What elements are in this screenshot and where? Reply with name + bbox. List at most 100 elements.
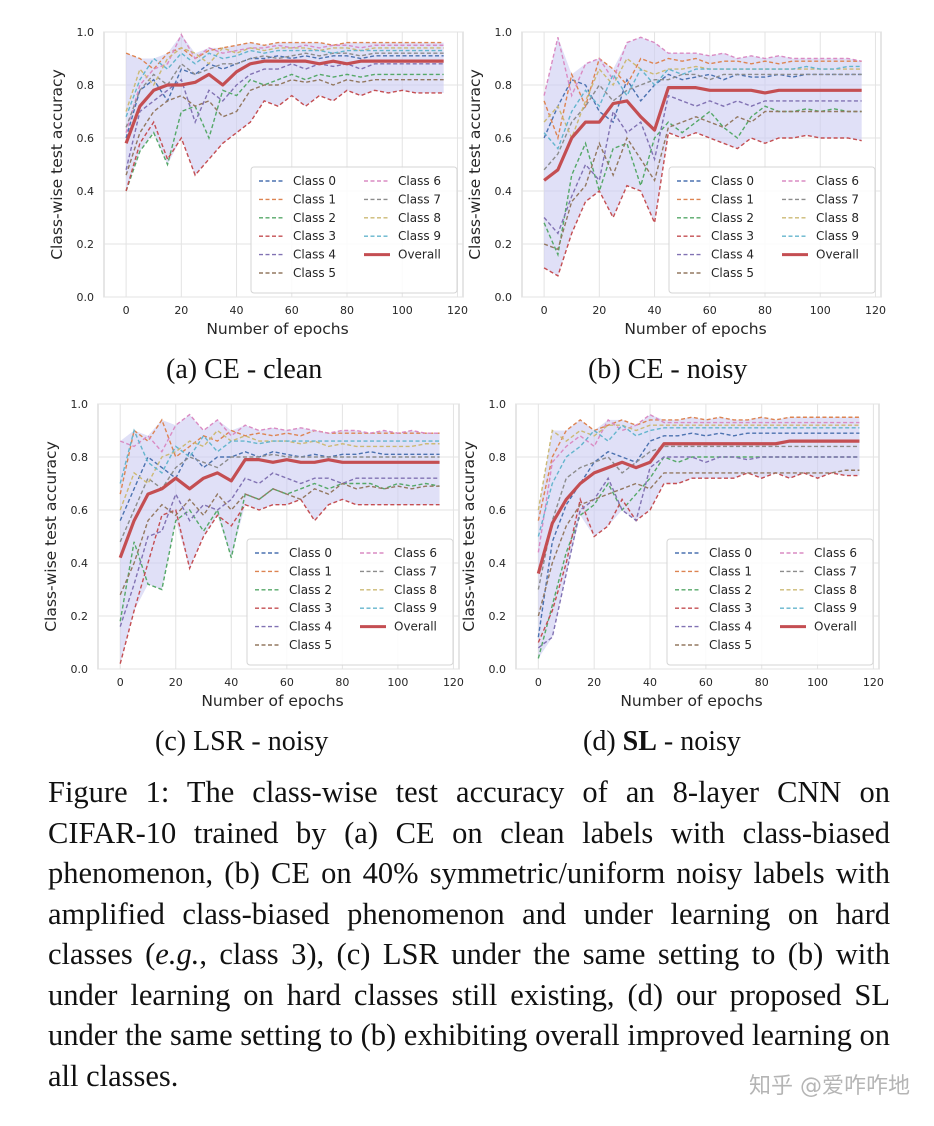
class-spread-band xyxy=(538,414,860,659)
x-tick-label: 0 xyxy=(541,304,548,317)
series-line-class-4 xyxy=(125,63,444,170)
x-tick-label: 80 xyxy=(758,304,772,317)
legend-label-8: Class 8 xyxy=(814,583,857,597)
legend-label-5: Class 5 xyxy=(289,638,332,652)
series-line-class-6 xyxy=(543,36,862,98)
series-line-overall xyxy=(124,59,444,144)
legend-label-0: Class 0 xyxy=(709,546,752,560)
series-line-class-8 xyxy=(543,57,862,140)
x-tick-label: 60 xyxy=(699,676,713,689)
y-axis-label: Class-wise test accuracy xyxy=(48,69,66,260)
series-line-class-2 xyxy=(543,105,862,258)
legend-label-9: Class 9 xyxy=(814,601,857,615)
legend-label-10: Overall xyxy=(398,248,441,262)
series-line-class-4 xyxy=(543,94,862,235)
series-line-overall xyxy=(543,86,862,182)
x-tick-label: 80 xyxy=(340,304,354,317)
x-tick-label: 20 xyxy=(174,304,188,317)
legend-label-3: Class 3 xyxy=(289,601,332,615)
series-line-class-3 xyxy=(537,472,860,643)
x-tick-label: 120 xyxy=(865,304,886,317)
y-tick-label: 0.6 xyxy=(495,132,513,145)
watermark: 知乎 @爱咋咋地 xyxy=(749,1074,910,1099)
legend-label-6: Class 6 xyxy=(816,174,859,188)
subcaption-b-prefix: (b) xyxy=(588,354,628,385)
series-line-class-0 xyxy=(119,450,440,521)
y-tick-label: 0.8 xyxy=(71,451,89,464)
y-tick-label: 0.2 xyxy=(489,610,507,623)
y-tick-label: 0.0 xyxy=(495,291,513,304)
legend-box xyxy=(666,538,874,666)
series-line-class-7 xyxy=(125,52,444,128)
x-tick-label: 120 xyxy=(447,304,468,317)
subcaption-b: (b) CE - noisy xyxy=(588,354,747,386)
y-tick-label: 0.4 xyxy=(71,557,89,570)
legend-label-7: Class 7 xyxy=(398,192,441,206)
series-line-class-3 xyxy=(543,131,862,277)
chart-panel-c: 0 20 40 60 80 100 120 0.0 0.2 0.4 0.6 0.8 1.0 Number … xyxy=(42,398,464,710)
chart-panel-b: 0 20 40 60 80 100 120 0.0 0.2 0.4 0.6 0.8 1.0 Number … xyxy=(466,26,886,338)
x-tick-label: 0 xyxy=(535,676,542,689)
chart-panel-a: 0 20 40 60 80 100 120 0.0 0.2 0.4 0.6 0.8 1.0 Number … xyxy=(48,26,468,338)
series-line-class-2 xyxy=(125,73,444,192)
legend-label-1: Class 1 xyxy=(289,564,332,578)
legend-label-2: Class 2 xyxy=(289,583,332,597)
x-tick-label: 40 xyxy=(643,676,657,689)
series-line-class-7 xyxy=(537,445,860,590)
legend-label-6: Class 6 xyxy=(394,546,437,560)
legend-label-5: Class 5 xyxy=(711,266,754,280)
series-line-class-6 xyxy=(537,413,860,553)
subcaption-c: (c) LSR - noisy xyxy=(155,726,328,758)
x-axis-label: Number of epochs xyxy=(206,320,348,338)
series-line-class-6 xyxy=(119,413,440,453)
legend-label-1: Class 1 xyxy=(711,192,754,206)
legend-label-6: Class 6 xyxy=(814,546,857,560)
y-tick-label: 1.0 xyxy=(77,26,95,39)
series-line-class-0 xyxy=(537,432,860,638)
class-spread-band xyxy=(544,37,862,276)
series-line-class-1 xyxy=(537,416,860,521)
series-line-class-1 xyxy=(125,41,444,71)
subcaption-d-bold: SL xyxy=(622,726,657,757)
series-line-class-7 xyxy=(543,73,862,171)
y-axis-label: Class-wise test accuracy xyxy=(460,441,478,632)
class-spread-band xyxy=(120,414,440,664)
x-tick-label: 20 xyxy=(169,676,183,689)
x-tick-label: 0 xyxy=(123,304,130,317)
x-tick-label: 80 xyxy=(335,676,349,689)
y-tick-label: 0.4 xyxy=(489,557,507,570)
y-tick-label: 0.8 xyxy=(489,451,507,464)
legend-label-9: Class 9 xyxy=(816,229,859,243)
legend-label-4: Class 4 xyxy=(289,620,332,634)
legend-box xyxy=(250,166,458,294)
subcaption-d-prefix: (d) xyxy=(583,726,623,757)
subcaption-b-text: CE - noisy xyxy=(627,354,748,385)
x-axis-label: Number of epochs xyxy=(620,692,762,710)
legend-label-0: Class 0 xyxy=(293,174,336,188)
y-tick-label: 1.0 xyxy=(71,398,89,411)
x-tick-label: 0 xyxy=(117,676,124,689)
x-tick-label: 40 xyxy=(648,304,662,317)
subcaption-a-text: CE - clean xyxy=(204,354,323,385)
legend-label-10: Overall xyxy=(814,620,857,634)
legend-label-0: Class 0 xyxy=(711,174,754,188)
series-line-class-9 xyxy=(119,428,440,484)
y-tick-label: 0.4 xyxy=(495,185,513,198)
x-tick-label: 20 xyxy=(587,676,601,689)
x-axis-label: Number of epochs xyxy=(624,320,766,338)
y-tick-label: 0.2 xyxy=(71,610,89,623)
legend-label-4: Class 4 xyxy=(293,248,336,262)
subcaption-c-text: LSR - noisy xyxy=(193,726,329,757)
x-tick-label: 40 xyxy=(230,304,244,317)
legend-label-5: Class 5 xyxy=(709,638,752,652)
series-line-class-1 xyxy=(119,418,440,495)
series-line-class-9 xyxy=(537,424,860,537)
x-tick-label: 100 xyxy=(387,676,408,689)
x-tick-label: 60 xyxy=(285,304,299,317)
series-line-overall xyxy=(118,458,440,559)
figure-caption-part-1: Figure 1: The class-wise test accuracy o… xyxy=(48,775,890,971)
subcaption-a-prefix: (a) xyxy=(166,354,205,385)
legend-label-7: Class 7 xyxy=(814,564,857,578)
x-tick-label: 80 xyxy=(755,676,769,689)
y-tick-label: 0.6 xyxy=(489,504,507,517)
